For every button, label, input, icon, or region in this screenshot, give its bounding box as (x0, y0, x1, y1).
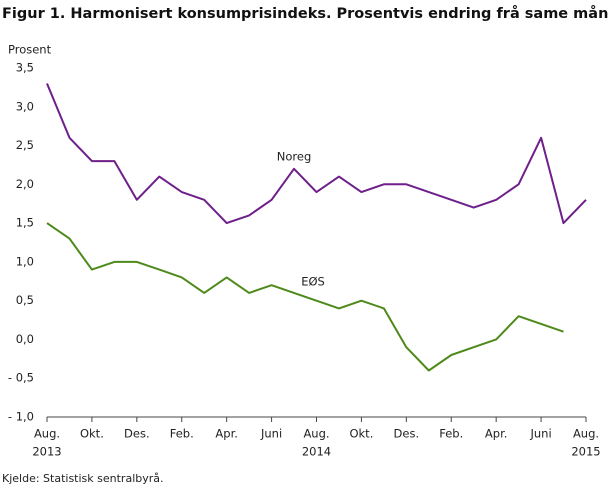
x-tick-label: Apr. (215, 427, 238, 441)
x-tick-label: Juni (260, 427, 282, 441)
x-year-label: 2014 (302, 445, 331, 459)
x-tick-label: Aug. (303, 427, 329, 441)
y-tick-label: 2,0 (16, 177, 34, 191)
x-tick-label: Feb. (439, 427, 463, 441)
x-tick-label: Aug. (573, 427, 599, 441)
y-tick-label: 1,5 (16, 216, 34, 230)
series-line (46, 83, 587, 225)
x-tick-label: Aug. (34, 427, 60, 441)
y-axis-label: Prosent (8, 43, 52, 57)
y-tick-label: 3,0 (16, 99, 34, 113)
x-tick-label: Apr. (485, 427, 508, 441)
y-tick-label: 2,5 (16, 138, 34, 152)
x-tick-label: Okt. (349, 427, 373, 441)
series-label: Noreg (277, 150, 312, 164)
x-tick-label: Okt. (80, 427, 104, 441)
x-tick-label: Feb. (170, 427, 194, 441)
y-tick-label: - 0,5 (8, 371, 34, 385)
y-tick-label: - 1,0 (8, 410, 34, 424)
x-tick-label: Des. (124, 427, 150, 441)
x-year-label: 2015 (571, 445, 600, 459)
source: Kjelde: Statistisk sentralbyrå. (2, 472, 164, 485)
series-label: EØS (301, 275, 325, 289)
y-tick-label: 3,5 (16, 61, 34, 75)
y-tick-label: 0,0 (16, 332, 34, 346)
series-line (46, 222, 564, 372)
y-tick-label: 1,0 (16, 254, 34, 268)
x-tick-label: Juni (529, 427, 551, 441)
x-year-label: 2013 (32, 445, 61, 459)
x-tick-label: Des. (394, 427, 420, 441)
chart-title: Figur 1. Harmonisert konsumprisindeks. P… (2, 5, 609, 22)
y-tick-label: 0,5 (16, 293, 34, 307)
